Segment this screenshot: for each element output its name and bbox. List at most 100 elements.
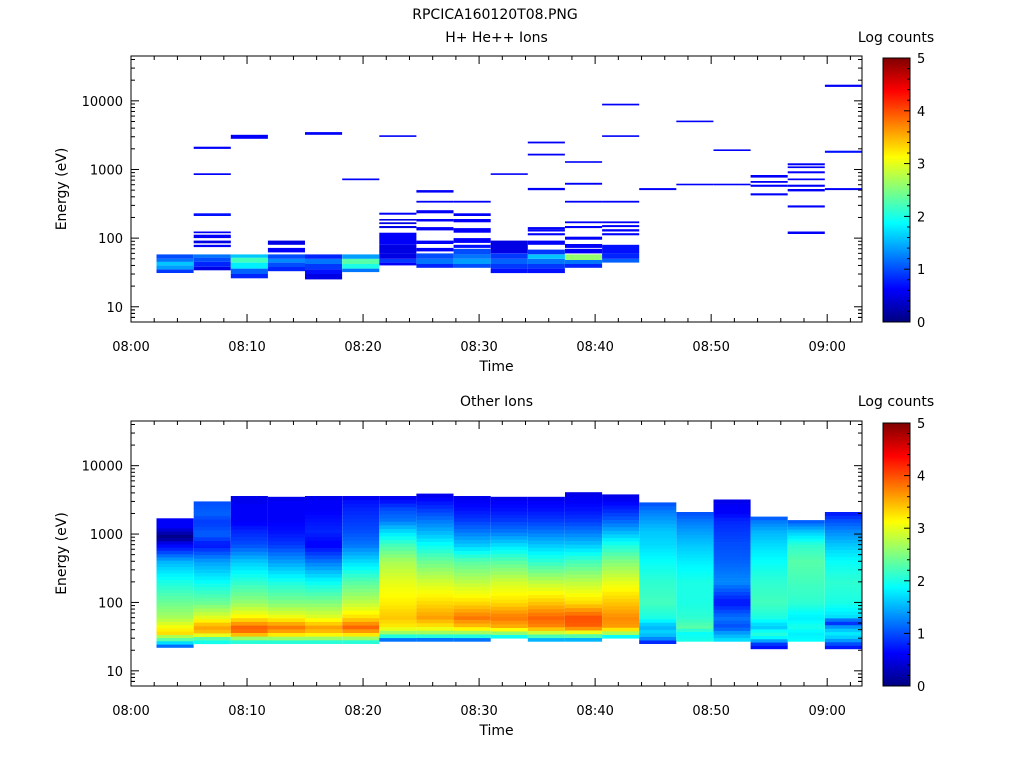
heatmap-cell xyxy=(787,535,825,539)
heatmap-cell xyxy=(453,630,491,635)
heatmap-cell xyxy=(676,599,714,603)
heatmap-cell xyxy=(230,636,268,641)
heatmap-cell xyxy=(527,637,565,642)
heatmap-cell xyxy=(565,540,603,545)
heatmap-cell xyxy=(490,592,528,597)
heatmap-cell xyxy=(416,227,454,231)
heatmap-cell xyxy=(193,537,231,541)
heatmap-cell xyxy=(676,589,714,594)
heatmap-cell xyxy=(267,515,305,520)
heatmap-cell xyxy=(639,520,677,524)
heatmap-cell xyxy=(267,496,305,501)
heatmap-cell xyxy=(490,585,528,590)
heatmap-cell xyxy=(490,268,528,274)
heatmap-cell xyxy=(824,570,862,574)
heatmap-cell xyxy=(156,528,194,532)
heatmap-cell xyxy=(602,562,640,567)
heatmap-cell xyxy=(527,518,565,523)
heatmap-cell xyxy=(453,254,491,259)
heatmap-cell xyxy=(305,503,343,508)
heatmap-cell xyxy=(676,550,714,555)
heatmap-cell xyxy=(416,258,454,264)
heatmap-cell xyxy=(193,146,231,149)
heatmap-cell xyxy=(305,514,343,519)
heatmap-cell xyxy=(453,561,491,566)
heatmap-cell xyxy=(416,571,454,576)
heatmap-cell xyxy=(713,574,751,578)
heatmap-cell xyxy=(416,210,454,214)
heatmap-cell xyxy=(602,627,640,632)
heatmap-cell xyxy=(639,622,677,627)
heatmap-cell xyxy=(305,610,343,615)
heatmap-cell xyxy=(602,551,640,556)
heatmap-cell xyxy=(565,499,603,504)
heatmap-cell xyxy=(676,596,714,600)
heatmap-cell xyxy=(305,521,343,526)
heatmap-cell xyxy=(305,555,343,560)
heatmap-cell xyxy=(602,587,640,592)
heatmap-cell xyxy=(750,642,788,646)
heatmap-cell xyxy=(713,535,751,539)
heatmap-cell xyxy=(230,625,268,630)
heatmap-cell xyxy=(416,611,454,616)
heatmap-cell xyxy=(565,566,603,571)
heatmap-cell xyxy=(416,585,454,590)
heatmap-cell xyxy=(527,529,565,534)
heatmap-cell xyxy=(416,515,454,520)
heatmap-cell xyxy=(156,576,194,580)
heatmap-cell xyxy=(676,609,714,613)
heatmap-cell xyxy=(676,563,714,568)
heatmap-cell xyxy=(342,603,380,608)
heatmap-cell xyxy=(676,634,714,639)
heatmap-cell xyxy=(156,599,194,603)
heatmap-cell xyxy=(416,578,454,583)
heatmap-cell xyxy=(490,173,528,175)
heatmap-cell xyxy=(230,599,268,604)
heatmap-cell xyxy=(602,602,640,607)
heatmap-cell xyxy=(639,601,677,606)
heatmap-cell xyxy=(305,496,343,501)
heatmap-cell xyxy=(750,586,788,590)
heatmap-cell xyxy=(416,190,454,193)
heatmap-cell xyxy=(602,541,640,546)
heatmap-cell xyxy=(527,525,565,530)
heatmap-cell xyxy=(824,645,862,650)
heatmap-cell xyxy=(193,597,231,602)
colorbar-tick-label: 5 xyxy=(917,52,925,67)
heatmap-cell xyxy=(193,529,231,534)
heatmap-cell xyxy=(267,533,305,538)
heatmap-cell xyxy=(527,229,565,232)
heatmap-cell xyxy=(416,526,454,531)
heatmap-cell xyxy=(824,529,862,533)
heatmap-cell xyxy=(156,569,194,574)
heatmap-cell xyxy=(193,234,231,239)
heatmap-cell xyxy=(379,219,417,221)
heatmap-cell xyxy=(342,621,380,626)
heatmap-cell xyxy=(453,605,491,609)
heatmap-cell xyxy=(156,540,194,545)
heatmap-cell xyxy=(527,496,565,501)
heatmap-cell xyxy=(267,555,305,560)
heatmap-cell xyxy=(379,608,417,613)
heatmap-cell xyxy=(342,507,380,512)
heatmap-cell xyxy=(713,510,751,514)
heatmap-cell xyxy=(156,524,194,529)
heatmap-cell xyxy=(639,640,677,644)
heatmap-cell xyxy=(193,633,231,637)
heatmap-cell xyxy=(750,539,788,544)
heatmap-cell xyxy=(527,554,565,559)
heatmap-cell xyxy=(602,519,640,524)
heatmap-cell xyxy=(453,200,491,203)
heatmap-cell xyxy=(379,557,417,562)
heatmap-cell xyxy=(416,600,454,605)
heatmap-cell xyxy=(713,566,751,571)
heatmap-cell xyxy=(453,619,491,624)
heatmap-cell xyxy=(230,558,268,563)
heatmap-cell xyxy=(193,590,231,595)
heatmap-cell xyxy=(787,547,825,551)
heatmap-cell xyxy=(342,536,380,541)
heatmap-cell xyxy=(490,546,528,551)
heatmap-cell xyxy=(787,556,825,560)
heatmap-cell xyxy=(342,514,380,519)
